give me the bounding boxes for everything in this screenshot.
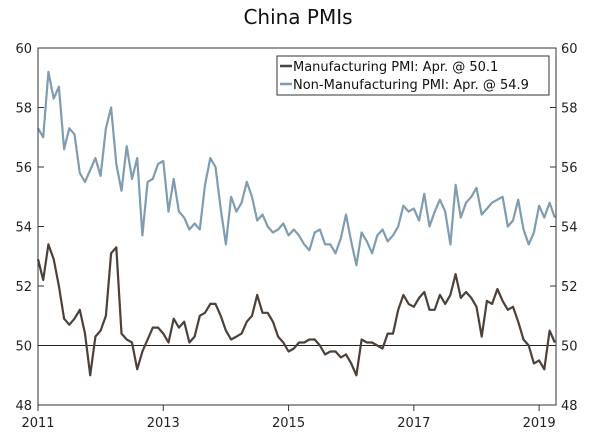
y-tick-label-right: 54 xyxy=(561,221,578,236)
manufacturing-pmi-line xyxy=(36,243,556,377)
y-tick-label-left: 52 xyxy=(15,280,32,295)
y-tick-label-left: 48 xyxy=(15,399,32,414)
y-tick-label-left: 54 xyxy=(15,221,32,236)
legend-label-manufacturing: Manufacturing PMI: Apr. @ 50.1 xyxy=(293,60,498,75)
y-tick-label-left: 58 xyxy=(15,102,32,117)
legend-label-non-manufacturing: Non-Manufacturing PMI: Apr. @ 54.9 xyxy=(293,78,529,93)
y-tick-label-right: 58 xyxy=(561,102,578,117)
x-tick-label: 2017 xyxy=(397,416,430,431)
y-tick-label-right: 60 xyxy=(561,42,578,57)
x-tick-label: 2015 xyxy=(272,416,305,431)
y-tick-label-left: 56 xyxy=(15,161,32,176)
y-tick-label-right: 56 xyxy=(561,161,578,176)
y-tick-label-left: 50 xyxy=(15,340,32,355)
x-tick-label: 2013 xyxy=(147,416,180,431)
legend-box xyxy=(276,55,550,96)
y-tick-label-right: 52 xyxy=(561,280,578,295)
legend: Manufacturing PMI: Apr. @ 50.1 Non-Manuf… xyxy=(276,55,550,96)
plot-frame xyxy=(37,47,557,406)
y-tick-label-right: 48 xyxy=(561,399,578,414)
y-tick-label-right: 50 xyxy=(561,340,578,355)
non-manufacturing-pmi-line xyxy=(37,70,556,267)
x-tick-label: 2011 xyxy=(21,416,54,431)
y-tick-label-left: 60 xyxy=(15,42,32,57)
chart-title: China PMIs xyxy=(243,5,352,29)
x-tick-label: 2019 xyxy=(523,416,556,431)
